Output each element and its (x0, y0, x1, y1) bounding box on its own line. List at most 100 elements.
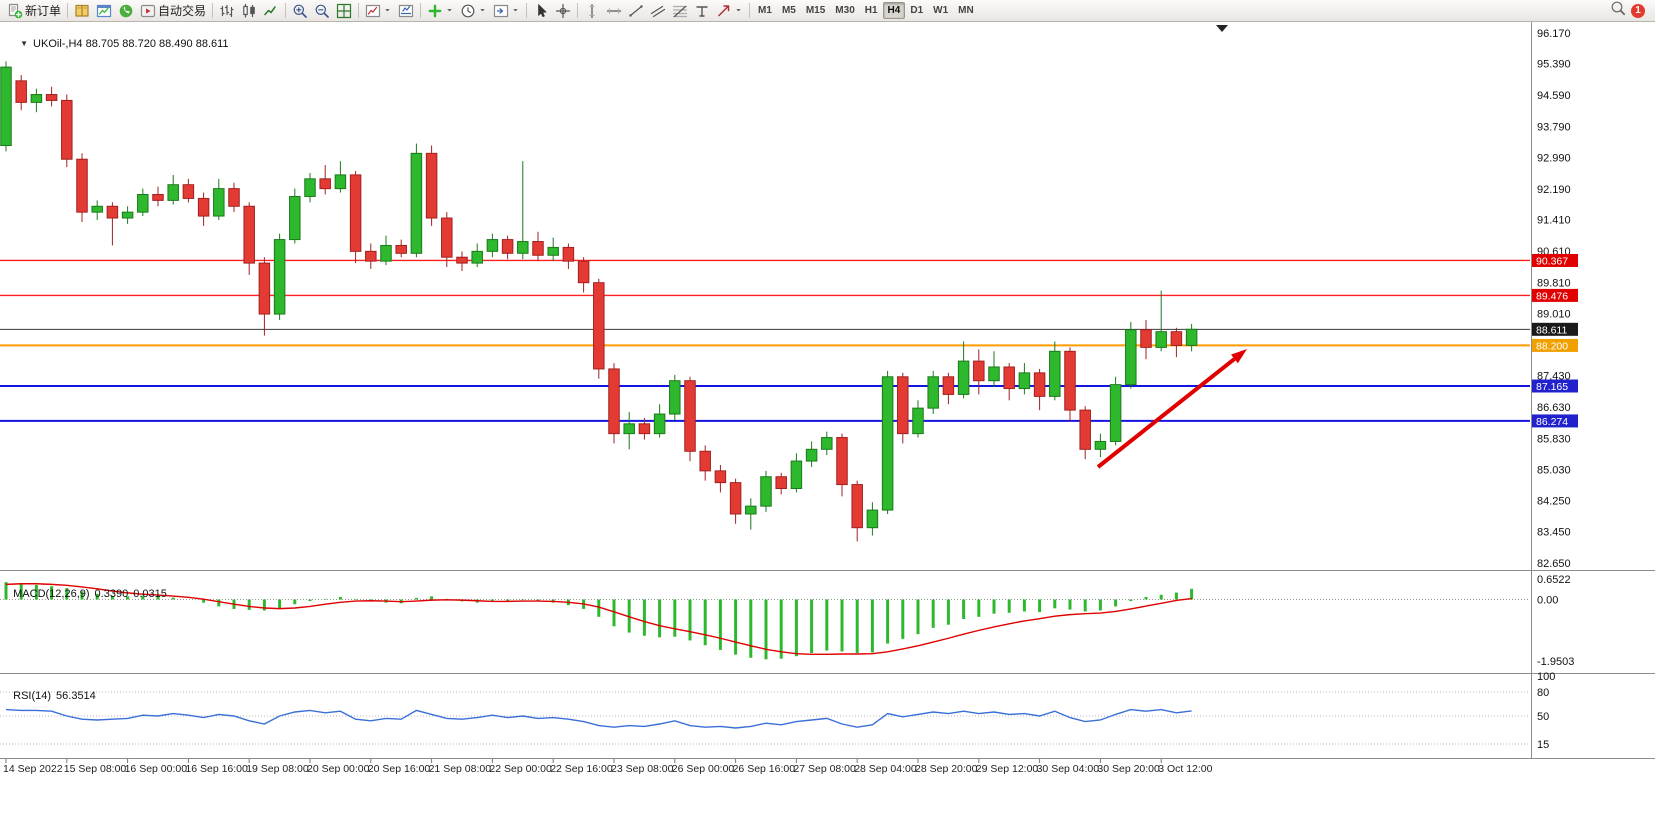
price-axis-label[interactable]: 85.030 (1537, 465, 1571, 477)
macd-signal-line (5, 583, 1192, 656)
time-axis-label[interactable]: 14 Sep 2022 (3, 763, 63, 775)
price-axis-label[interactable]: 83.450 (1537, 527, 1571, 539)
bar-chart-button[interactable] (216, 1, 238, 21)
candle (501, 239, 514, 254)
timeframe-m30-button[interactable]: M30 (835, 5, 855, 16)
indicators-button[interactable] (362, 1, 395, 21)
contacts-button[interactable] (115, 1, 137, 21)
auto-trading-button[interactable]: 自动交易 (137, 1, 209, 21)
crosshair-button[interactable] (552, 1, 574, 21)
macd-name: MACD(12,26,9) (13, 588, 90, 600)
new-order-button-label: 新订单 (25, 4, 62, 18)
cursor-button[interactable] (530, 1, 552, 21)
add-indicator-button[interactable] (424, 1, 457, 21)
candle (669, 380, 681, 415)
candle (836, 437, 848, 486)
price-badge (1532, 338, 1578, 352)
arrows-icon (716, 3, 732, 19)
time-axis-label[interactable]: 30 Sep 20:00 (1097, 763, 1160, 775)
price-axis-label[interactable]: 89.010 (1537, 309, 1571, 321)
time-axis-label[interactable]: 3 Oct 12:00 (1158, 763, 1212, 775)
chevron-down-icon (734, 6, 743, 15)
time-axis-label[interactable]: 20 Sep 16:00 (368, 763, 431, 775)
one-click-trading-icon[interactable]: ▼ (20, 39, 29, 48)
notification-badge[interactable]: 1 (1631, 3, 1645, 18)
time-axis-label[interactable]: 27 Sep 08:00 (793, 763, 856, 775)
price-axis-label[interactable]: 92.190 (1537, 184, 1571, 196)
candle (258, 262, 271, 315)
macd-axis-label: -1.9503 (1537, 656, 1574, 668)
time-axis-label[interactable]: 26 Sep 16:00 (733, 763, 796, 775)
timeframe-h1-button[interactable]: H1 (864, 5, 878, 16)
vertical-line-button[interactable] (581, 1, 603, 21)
tile-windows-button[interactable] (333, 1, 355, 21)
price-axis-label[interactable]: 94.590 (1537, 90, 1571, 102)
price-axis-label[interactable]: 92.990 (1537, 153, 1571, 165)
new-order-button[interactable]: 新订单 (4, 1, 64, 21)
time-axis-label[interactable]: 15 Sep 08:00 (64, 763, 127, 775)
candle (775, 476, 787, 490)
horizontal-line-button[interactable] (603, 1, 625, 21)
trend-arrow-head[interactable] (1231, 349, 1247, 364)
channel-icon (650, 3, 666, 19)
timeframe-h4-button[interactable]: H4 (882, 2, 906, 19)
price-axis-label[interactable]: 93.790 (1537, 121, 1571, 133)
periods-button[interactable] (457, 1, 490, 21)
chart-canvas[interactable]: 96.170 95.390 94.590 93.790 92.990 92.190 91.4… (0, 22, 1655, 825)
price-axis-label[interactable]: 96.170 (1537, 28, 1571, 40)
candlestick-chart-button[interactable] (238, 1, 260, 21)
price-axis-label[interactable]: 85.830 (1537, 433, 1571, 445)
timeframe-m5-button[interactable]: M5 (781, 5, 796, 16)
timeframe-w1-button[interactable]: W1 (933, 5, 949, 16)
templates-button[interactable] (490, 1, 523, 21)
chevron-down-icon (478, 6, 487, 15)
trend-arrow-object[interactable] (1096, 357, 1236, 469)
price-axis-label[interactable]: 89.810 (1537, 277, 1571, 289)
trendline-button[interactable] (625, 1, 647, 21)
time-axis-label[interactable]: 21 Sep 08:00 (429, 763, 492, 775)
timeframe-m1-button[interactable]: M1 (758, 5, 772, 16)
candle (881, 376, 894, 511)
timeframe-mn-button[interactable]: MN (958, 5, 974, 16)
macd-indicator-label: MACD(12,26,9) 0.3390 0.0315 (7, 576, 167, 600)
indicator-icon (365, 3, 381, 19)
price-axis-label[interactable]: 82.650 (1537, 558, 1571, 570)
zoom-in-button[interactable] (289, 1, 311, 21)
timeframe-d1-button[interactable]: D1 (910, 5, 924, 16)
time-axis-label[interactable]: 28 Sep 04:00 (854, 763, 917, 775)
history-center-button[interactable] (71, 1, 93, 21)
price-axis-label[interactable]: 84.250 (1537, 495, 1571, 507)
search-icon[interactable] (1610, 0, 1626, 21)
time-axis-label[interactable]: 20 Sep 00:00 (307, 763, 370, 775)
candle (91, 205, 103, 213)
time-axis-label[interactable]: 26 Sep 00:00 (672, 763, 735, 775)
price-axis-label[interactable]: 86.630 (1537, 402, 1571, 414)
new-chart-button[interactable] (93, 1, 115, 21)
chart-title-text: UKOil-,H4 88.705 88.720 88.490 88.611 (33, 38, 229, 50)
time-axis-label[interactable]: 16 Sep 00:00 (125, 763, 188, 775)
line-chart-button[interactable] (260, 1, 282, 21)
fibonacci-button[interactable] (669, 1, 691, 21)
time-axis-label[interactable]: 29 Sep 12:00 (976, 763, 1039, 775)
candle (988, 366, 1000, 382)
price-axis-label[interactable]: 95.390 (1537, 59, 1571, 71)
text-label-button[interactable] (691, 1, 713, 21)
price-axis-label[interactable]: 91.410 (1537, 215, 1571, 227)
time-axis-label[interactable]: 23 Sep 08:00 (611, 763, 674, 775)
candle (365, 250, 377, 262)
timeframe-m15-button[interactable]: M15 (805, 5, 826, 16)
candle (729, 482, 742, 515)
time-axis-label[interactable]: 30 Sep 04:00 (1037, 763, 1100, 775)
arrows-button[interactable] (713, 1, 746, 21)
channel-button[interactable] (647, 1, 669, 21)
objects-list-button[interactable] (395, 1, 417, 21)
chart-shift-marker-icon[interactable] (1216, 25, 1228, 32)
time-axis-label[interactable]: 19 Sep 08:00 (246, 763, 309, 775)
zoom-out-button[interactable] (311, 1, 333, 21)
time-axis-label[interactable]: 22 Sep 00:00 (489, 763, 552, 775)
time-axis-label[interactable]: 28 Sep 20:00 (915, 763, 978, 775)
time-axis-label[interactable]: 22 Sep 16:00 (550, 763, 613, 775)
time-axis-label[interactable]: 16 Sep 16:00 (185, 763, 248, 775)
candle (547, 246, 559, 256)
candle (638, 423, 651, 435)
